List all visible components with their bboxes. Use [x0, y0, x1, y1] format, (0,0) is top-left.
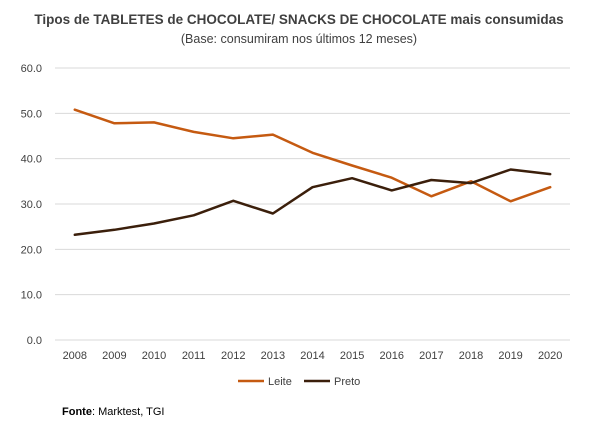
y-tick-label: 60.0 — [21, 63, 42, 75]
y-tick-label: 0.0 — [27, 335, 42, 347]
y-tick-label: 50.0 — [21, 108, 42, 120]
y-tick-label: 20.0 — [21, 244, 42, 256]
x-tick-label: 2017 — [419, 350, 443, 362]
x-tick-label: 2014 — [300, 350, 324, 362]
legend-label: Preto — [334, 376, 360, 388]
x-axis-ticks: 2008 2009 2010 2011 2012 2013 2014 2015 2016 2017… — [63, 350, 563, 362]
x-tick-label: 2009 — [102, 350, 126, 362]
x-tick-label: 2010 — [142, 350, 166, 362]
y-axis-ticks: 0.0 10.0 20.0 30.0 40.0 50.0 60.0 — [21, 63, 42, 347]
chart-title: Tipos de TABLETES de CHOCOLATE/ SNACKS D… — [34, 12, 564, 27]
x-tick-label: 2012 — [221, 350, 245, 362]
x-tick-label: 2019 — [498, 350, 522, 362]
source-text: : Marktest, TGI — [91, 406, 165, 418]
gridlines — [55, 67, 570, 341]
x-tick-label: 2018 — [459, 350, 483, 362]
legend: Leite Preto — [238, 376, 360, 388]
y-tick-label: 30.0 — [21, 199, 42, 211]
y-tick-label: 10.0 — [21, 290, 42, 302]
x-tick-label: 2015 — [340, 350, 364, 362]
legend-label: Leite — [268, 376, 292, 388]
x-tick-label: 2011 — [182, 350, 206, 362]
series-line-preto — [73, 168, 552, 237]
series-line-leite — [73, 108, 552, 203]
source-label: Fonte — [62, 406, 92, 418]
source-note: Fonte: Marktest, TGI — [62, 406, 164, 418]
x-tick-label: 2013 — [261, 350, 285, 362]
x-tick-label: 2020 — [538, 350, 562, 362]
x-tick-label: 2016 — [379, 350, 403, 362]
x-tick-label: 2008 — [63, 350, 87, 362]
series-lines — [73, 108, 552, 237]
y-tick-label: 40.0 — [21, 154, 42, 166]
chart-subtitle: (Base: consumiram nos últimos 12 meses) — [180, 32, 418, 46]
